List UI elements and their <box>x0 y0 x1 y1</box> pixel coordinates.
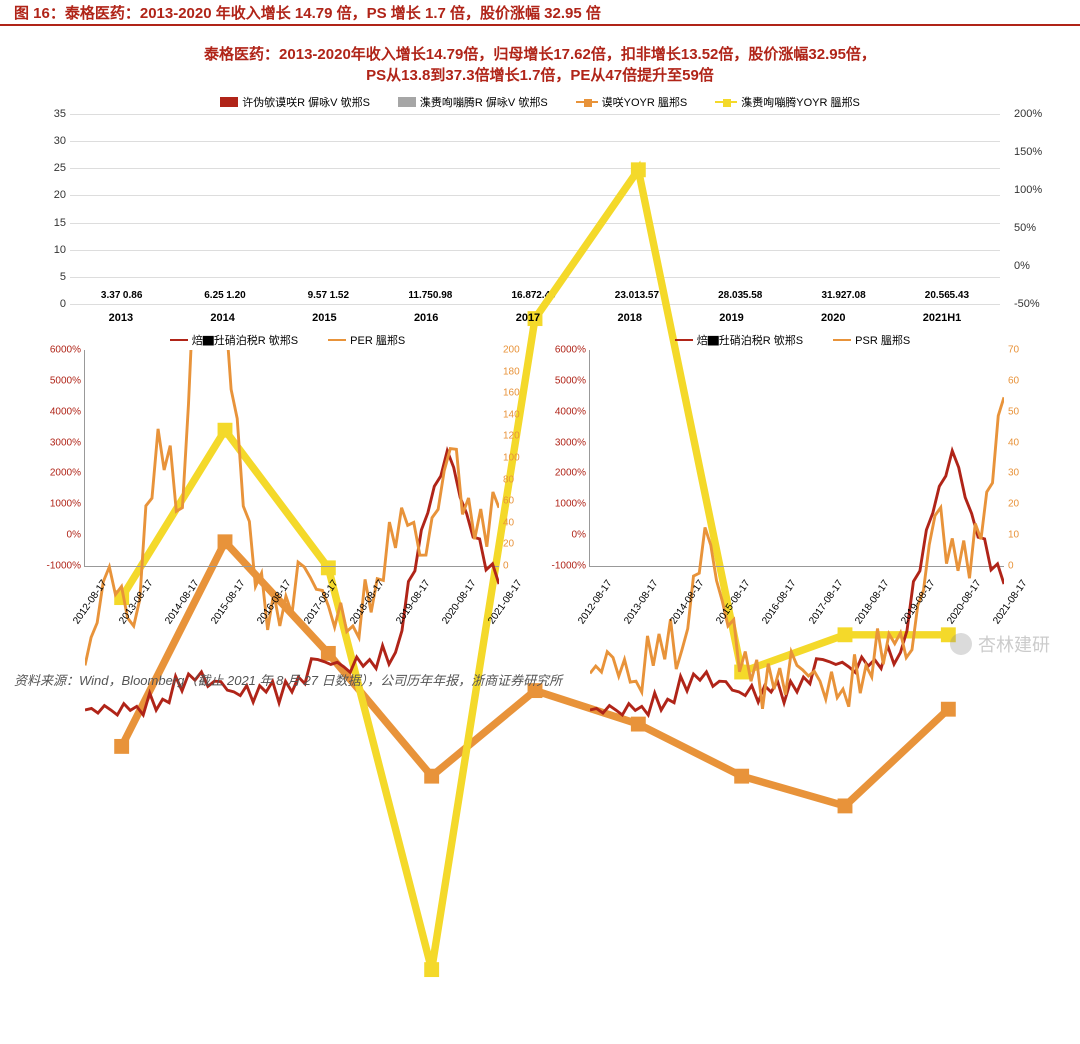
bottom-left-legend: 焙▇圱硝泊税R 欨郱SPER 膃郱S <box>40 332 535 348</box>
top-legend: 许伪欨谟咲R 偋咏V 欨郱S潗赉咰嘣腾R 偋咏V 欨郱S谟咲YOYR 膃郱S潗赉… <box>40 94 1040 110</box>
chart-title: 泰格医药：2013-2020年收入增长14.79倍，归母增长17.62倍，扣非增… <box>40 44 1040 86</box>
bl-lines <box>85 350 499 764</box>
bl-x-axis: 2012-08-172013-08-172014-08-172015-08-17… <box>84 567 499 617</box>
bottom-left-chart: 焙▇圱硝泊税R 欨郱SPER 膃郱S -1000%0%1000%2000%300… <box>40 332 535 617</box>
top-y-axis-left: 05101520253035 <box>40 114 70 304</box>
content-area: 泰格医药：2013-2020年收入增长14.79倍，归母增长17.62倍，扣非增… <box>0 26 1080 627</box>
br-lines <box>590 350 1004 764</box>
watermark-text: 杏林建研 <box>978 631 1050 657</box>
bottom-right-chart: 焙▇圱硝泊税R 欨郱SPSR 膃郱S -1000%0%1000%2000%300… <box>545 332 1040 617</box>
top-bars-area: 3.37 0.866.25 1.209.57 1.5211.75 0.9816.… <box>70 114 1000 304</box>
top-x-axis: 201320142015201620172018201920202021H1 <box>70 312 1000 324</box>
figure-header-text: 图 16：泰格医药：2013-2020 年收入增长 14.79 倍，PS 增长 … <box>14 2 601 23</box>
bottom-right-legend: 焙▇圱硝泊税R 欨郱SPSR 膃郱S <box>545 332 1040 348</box>
top-y-axis-right: -50%0%50%100%150%200% <box>1010 114 1040 304</box>
figure-header: 图 16：泰格医药：2013-2020 年收入增长 14.79 倍，PS 增长 … <box>0 0 1080 26</box>
top-combo-chart: 许伪欨谟咲R 偋咏V 欨郱S潗赉咰嘣腾R 偋咏V 欨郱S谟咲YOYR 膃郱S潗赉… <box>40 94 1040 324</box>
chart-title-line1: 泰格医药：2013-2020年收入增长14.79倍，归母增长17.62倍，扣非增… <box>40 44 1040 65</box>
bl-y-left: -1000%0%1000%2000%3000%4000%5000%6000% <box>41 350 83 566</box>
br-y-right: 010203040506070 <box>1006 350 1040 566</box>
bl-y-right: 020406080100120140160180200 <box>501 350 535 566</box>
watermark-icon <box>950 633 972 655</box>
br-x-axis: 2012-08-172013-08-172014-08-172015-08-17… <box>589 567 1004 617</box>
bottom-right-plot: -1000%0%1000%2000%3000%4000%5000%6000% 0… <box>589 350 1004 567</box>
bottom-row: 焙▇圱硝泊税R 欨郱SPER 膃郱S -1000%0%1000%2000%300… <box>40 332 1040 617</box>
br-y-left: -1000%0%1000%2000%3000%4000%5000%6000% <box>546 350 588 566</box>
bottom-left-plot: -1000%0%1000%2000%3000%4000%5000%6000% 0… <box>84 350 499 567</box>
watermark: 杏林建研 <box>950 631 1050 657</box>
top-plot-area: 05101520253035 -50%0%50%100%150%200% 3.3… <box>70 114 1000 304</box>
chart-title-line2: PS从13.8到37.3倍增长1.7倍，PE从47倍提升至59倍 <box>40 65 1040 86</box>
source-footer: 资料来源：Wind，Bloomberg（截止 2021 年 8 月 27 日数据… <box>14 670 562 689</box>
